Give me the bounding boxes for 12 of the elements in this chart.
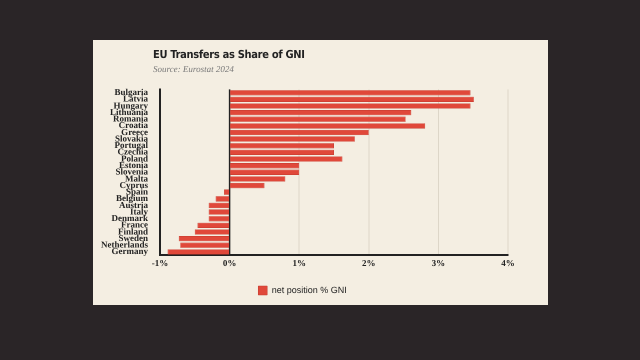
- y-tick-label: Belgium: [116, 193, 148, 204]
- x-tick-label: 2%: [362, 258, 376, 268]
- x-tick-label: 0%: [222, 258, 236, 268]
- chart-title: EU Transfers as Share of GNI: [153, 48, 305, 61]
- legend-label: net position % GNI: [272, 284, 347, 295]
- x-tick-label: 3%: [432, 258, 446, 268]
- y-tick-label: Croatia: [118, 120, 148, 130]
- x-tick-label: -1%: [152, 258, 168, 268]
- x-tick-label: 1%: [292, 258, 306, 268]
- x-tick-label: 4%: [501, 258, 515, 268]
- y-tick-label: Portugal: [114, 140, 148, 150]
- chart-subtitle: Source: Eurostat 2024: [153, 64, 234, 74]
